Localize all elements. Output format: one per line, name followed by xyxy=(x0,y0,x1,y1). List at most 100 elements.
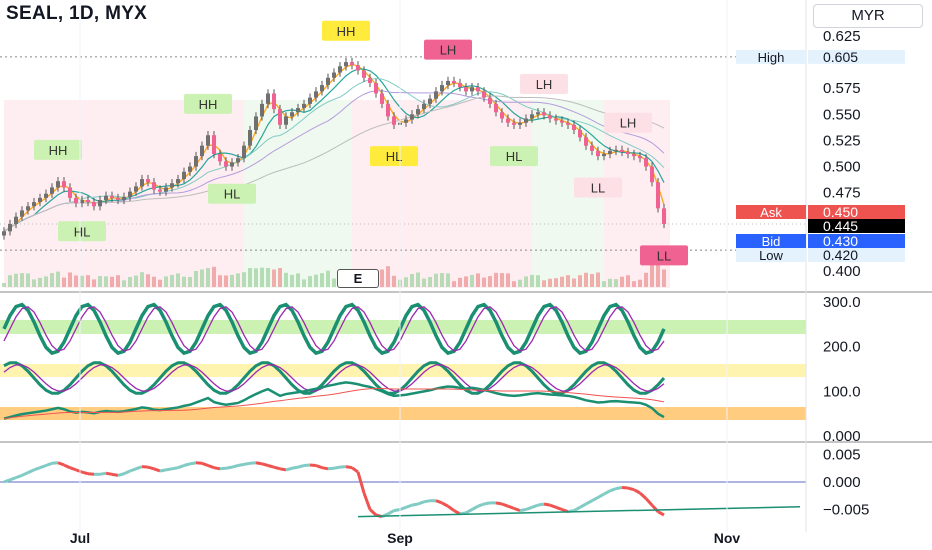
momentum-segment xyxy=(225,465,233,470)
momentum-segment xyxy=(519,508,527,513)
momentum-segment xyxy=(291,465,299,470)
momentum-segment xyxy=(243,461,251,466)
candle-body xyxy=(422,103,426,110)
momentum-segment xyxy=(591,496,599,503)
momentum-segment xyxy=(435,499,443,505)
candle-body xyxy=(314,91,318,98)
candle-body xyxy=(134,186,138,192)
volume-bar xyxy=(500,273,504,287)
candle-body xyxy=(458,83,462,88)
pivot-label-box xyxy=(34,139,82,160)
pivot-label-text: LL xyxy=(591,180,605,195)
candle-body xyxy=(128,191,132,197)
momentum-tick-label: 0.005 xyxy=(823,447,861,464)
pivot-label-box xyxy=(184,93,232,114)
volume-bar xyxy=(644,272,648,287)
volume-bar xyxy=(230,274,234,287)
momentum-segment xyxy=(327,466,335,471)
candle-body xyxy=(530,114,534,119)
candle-body xyxy=(26,206,30,211)
volume-bar xyxy=(632,281,636,287)
x-tick-label: Nov xyxy=(714,530,741,546)
candle-body xyxy=(290,112,294,117)
pivot-label-box xyxy=(370,146,418,167)
candle-body xyxy=(230,162,234,167)
momentum-segment xyxy=(309,463,317,467)
volume-bar xyxy=(320,273,324,287)
trend-zone-1 xyxy=(244,100,352,288)
price-tick-label: 0.525 xyxy=(823,132,861,149)
candle-body xyxy=(164,187,168,192)
momentum-segment xyxy=(339,465,347,469)
momentum-segment xyxy=(638,491,648,500)
volume-bar xyxy=(464,276,468,287)
pivot-label-text: HL xyxy=(506,149,523,164)
candle-body xyxy=(596,150,600,157)
momentum-segment xyxy=(495,501,503,506)
price-tag-value-bg xyxy=(808,248,905,262)
volume-bar xyxy=(452,281,456,287)
momentum-segment xyxy=(321,466,329,471)
volume-bar xyxy=(50,273,54,287)
volume-bar xyxy=(98,276,102,287)
candle-body xyxy=(266,93,270,104)
currency-button[interactable]: MYR xyxy=(813,4,923,28)
volume-bar xyxy=(8,275,12,287)
earnings-event-marker[interactable]: E xyxy=(337,269,379,288)
momentum-segment xyxy=(393,508,401,513)
volume-bar xyxy=(206,268,210,287)
candle-body xyxy=(206,135,210,146)
momentum-segment xyxy=(315,464,323,470)
momentum-segment xyxy=(231,464,239,469)
momentum-segment xyxy=(579,502,587,509)
momentum-segment xyxy=(609,487,617,493)
volume-bar xyxy=(416,272,420,287)
momentum-segment xyxy=(27,468,35,475)
candle-body xyxy=(170,183,174,188)
momentum-segment xyxy=(267,464,275,469)
volume-bar xyxy=(326,270,330,287)
price-tick-label: 0.575 xyxy=(823,80,861,97)
volume-bar xyxy=(176,273,180,287)
volume-bar xyxy=(92,279,96,287)
volume-bar xyxy=(626,275,630,287)
momentum-segment xyxy=(213,466,221,471)
candle-body xyxy=(644,158,648,167)
pivot-label-hh: HH xyxy=(322,20,370,41)
pivot-label-box xyxy=(640,245,688,266)
volume-bar xyxy=(44,276,48,287)
volume-bar xyxy=(104,276,108,287)
momentum-segment xyxy=(657,510,665,517)
pivot-label-text: HH xyxy=(199,97,218,112)
momentum-segment xyxy=(447,504,455,512)
pivot-label-lh: LH xyxy=(604,112,652,133)
candle-body xyxy=(236,158,240,163)
momentum-segment xyxy=(75,468,83,474)
volume-bar xyxy=(254,268,258,287)
price-tag-name: Bid xyxy=(762,234,781,249)
volume-bar xyxy=(290,274,294,287)
volume-bar xyxy=(638,279,642,287)
momentum-segment xyxy=(219,466,227,471)
momentum-segment xyxy=(387,509,395,516)
volume-bar xyxy=(188,277,192,287)
momentum-tick-label: 0.000 xyxy=(823,474,861,491)
volume-bar xyxy=(566,275,570,287)
price-tag-value-bg xyxy=(808,205,905,219)
volume-bar xyxy=(26,273,30,287)
candle-body xyxy=(218,154,222,162)
moving-average-40 xyxy=(3,95,665,232)
candle-body xyxy=(566,122,570,125)
oscillator-tick-label: 200.0 xyxy=(823,339,861,356)
candle-body xyxy=(488,97,492,104)
candle-body xyxy=(368,77,372,83)
volume-bar xyxy=(302,279,306,287)
volume-bar xyxy=(428,277,432,287)
pivot-label-hl: HL xyxy=(58,221,106,242)
candle-body xyxy=(260,103,264,117)
rsi-line xyxy=(3,361,666,395)
candle-body xyxy=(326,77,330,86)
momentum-segment xyxy=(633,488,641,495)
pivot-label-hh: HH xyxy=(184,93,232,114)
